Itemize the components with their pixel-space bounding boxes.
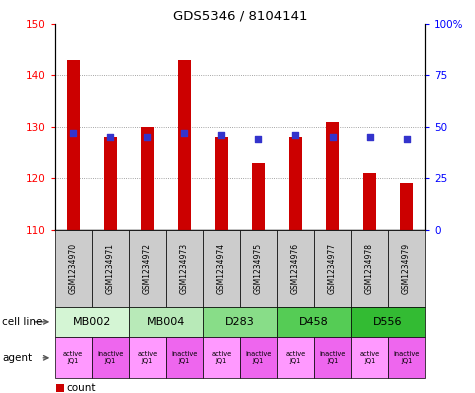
Text: GSM1234973: GSM1234973 <box>180 242 189 294</box>
Text: GSM1234976: GSM1234976 <box>291 242 300 294</box>
Text: inactive
JQ1: inactive JQ1 <box>393 351 420 364</box>
Point <box>218 132 225 138</box>
Bar <box>326 121 339 230</box>
Bar <box>178 60 191 230</box>
Text: D556: D556 <box>373 317 403 327</box>
Point <box>329 134 336 140</box>
Bar <box>104 137 117 230</box>
Text: GSM1234977: GSM1234977 <box>328 242 337 294</box>
Point <box>255 136 262 142</box>
Point <box>143 134 151 140</box>
Text: GSM1234975: GSM1234975 <box>254 242 263 294</box>
Text: agent: agent <box>2 353 32 363</box>
Point <box>292 132 299 138</box>
Bar <box>252 163 265 230</box>
Point <box>366 134 373 140</box>
Bar <box>363 173 376 230</box>
Text: GSM1234971: GSM1234971 <box>106 243 114 294</box>
Bar <box>215 137 228 230</box>
Text: inactive
JQ1: inactive JQ1 <box>97 351 124 364</box>
Point <box>403 136 410 142</box>
Text: inactive
JQ1: inactive JQ1 <box>245 351 272 364</box>
Point <box>106 134 114 140</box>
Text: GSM1234972: GSM1234972 <box>143 243 152 294</box>
Text: MB004: MB004 <box>147 317 185 327</box>
Point <box>69 130 77 136</box>
Text: D283: D283 <box>225 317 255 327</box>
Text: active
JQ1: active JQ1 <box>360 351 380 364</box>
Text: MB002: MB002 <box>73 317 111 327</box>
Text: active
JQ1: active JQ1 <box>63 351 83 364</box>
Text: GSM1234978: GSM1234978 <box>365 243 374 294</box>
Bar <box>66 60 80 230</box>
Text: D458: D458 <box>299 317 329 327</box>
Text: GSM1234970: GSM1234970 <box>69 242 77 294</box>
Text: cell line: cell line <box>2 317 43 327</box>
Bar <box>141 127 154 230</box>
Bar <box>400 184 413 230</box>
Title: GDS5346 / 8104141: GDS5346 / 8104141 <box>172 9 307 22</box>
Text: active
JQ1: active JQ1 <box>285 351 305 364</box>
Text: active
JQ1: active JQ1 <box>211 351 231 364</box>
Text: count: count <box>66 383 95 393</box>
Text: GSM1234979: GSM1234979 <box>402 242 411 294</box>
Text: inactive
JQ1: inactive JQ1 <box>319 351 346 364</box>
Bar <box>289 137 302 230</box>
Text: GSM1234974: GSM1234974 <box>217 242 226 294</box>
Point <box>180 130 188 136</box>
Text: active
JQ1: active JQ1 <box>137 351 157 364</box>
Text: inactive
JQ1: inactive JQ1 <box>171 351 198 364</box>
